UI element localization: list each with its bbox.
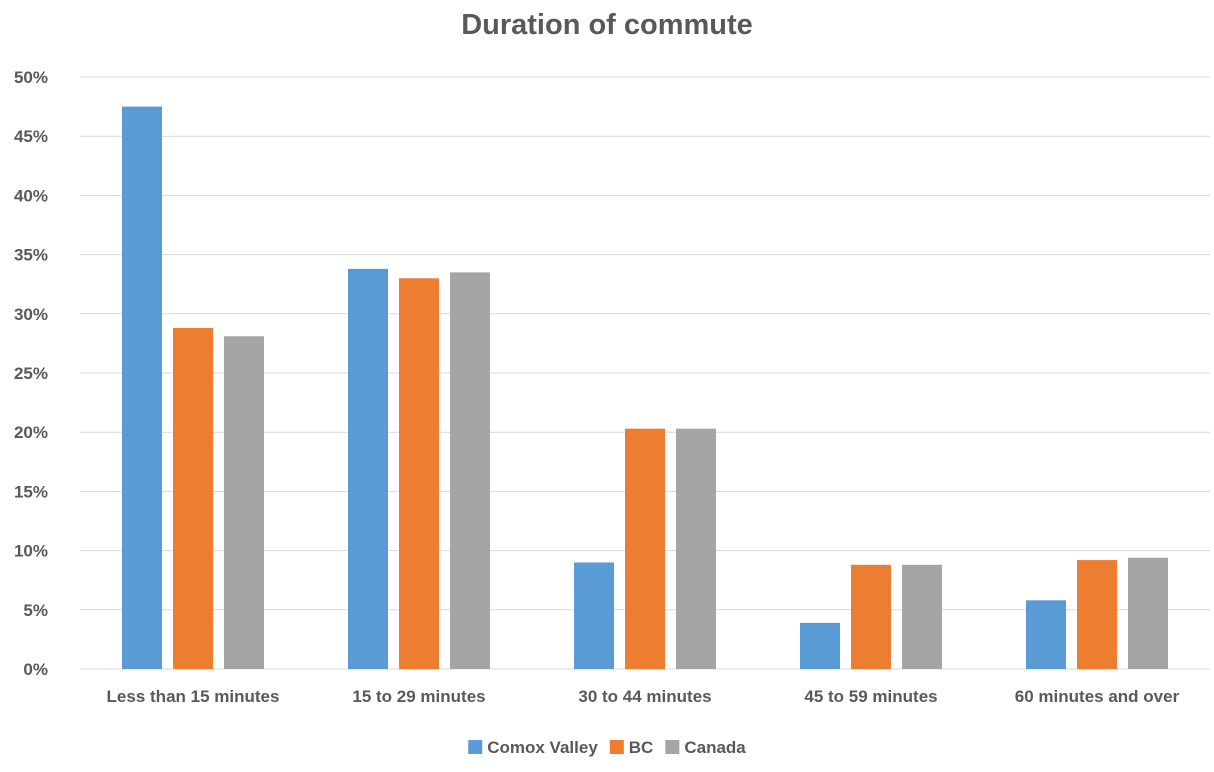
legend-item-bc: BC [609,738,654,757]
bar-comox-valley-45-to-59-minutes [800,622,840,669]
chart-title: Duration of commute [461,9,753,41]
legend-item-comox-valley: Comox Valley [468,738,598,757]
y-tick-label: 5% [23,601,48,620]
bar-bc-45-to-59-minutes [851,564,891,669]
legend-label: Canada [684,738,746,757]
y-tick-label: 30% [14,305,48,324]
legend-label: BC [629,738,654,757]
y-tick-label: 20% [14,423,48,442]
bar-bc-less-than-15-minutes [173,328,213,669]
y-tick-label: 10% [14,542,48,561]
y-tick-label: 0% [23,660,48,679]
x-tick-label: 45 to 59 minutes [804,687,937,706]
x-tick-label: 60 minutes and over [1015,687,1180,706]
x-axis-ticks: Less than 15 minutes 15 to 29 minutes 30 t… [107,687,1180,706]
y-tick-label: 25% [14,364,48,383]
bar-comox-valley-60-minutes-and-over [1026,600,1066,669]
y-tick-label: 35% [14,246,48,265]
bar-canada-45-to-59-minutes [902,564,942,669]
bars [122,106,1168,670]
bar-canada-less-than-15-minutes [224,336,264,669]
bar-comox-valley-15-to-29-minutes [348,268,388,669]
legend-label: Comox Valley [487,738,598,757]
y-axis-ticks: 0% 5% 10% 15% 20% 25% 30% 35% 40% 45% 50% [14,68,48,679]
x-tick-label: 15 to 29 minutes [352,687,485,706]
y-tick-label: 40% [14,186,48,205]
legend-swatch [609,740,624,754]
bar-canada-60-minutes-and-over [1128,557,1168,669]
bar-comox-valley-less-than-15-minutes [122,106,162,670]
legend-swatch [665,740,680,754]
bar-bc-60-minutes-and-over [1077,560,1117,669]
bar-bc-30-to-44-minutes [625,428,665,669]
legend: Comox Valley BC Canada [468,738,746,757]
bar-bc-15-to-29-minutes [399,278,439,669]
bar-canada-30-to-44-minutes [676,428,716,669]
y-tick-label: 50% [14,68,48,87]
legend-item-canada: Canada [665,738,746,757]
x-tick-label: 30 to 44 minutes [578,687,711,706]
x-tick-label: Less than 15 minutes [107,687,280,706]
bar-comox-valley-30-to-44-minutes [574,562,614,669]
bar-canada-15-to-29-minutes [450,272,490,669]
legend-swatch [468,740,483,754]
y-tick-label: 15% [14,482,48,501]
y-tick-label: 45% [14,127,48,146]
